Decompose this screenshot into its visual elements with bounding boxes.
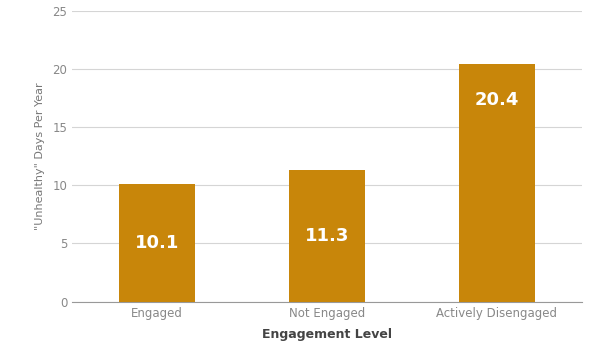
- X-axis label: Engagement Level: Engagement Level: [262, 328, 392, 341]
- Text: 10.1: 10.1: [135, 234, 179, 252]
- Text: 11.3: 11.3: [305, 227, 349, 245]
- Bar: [289, 170, 365, 302]
- Bar: [459, 64, 535, 302]
- Y-axis label: "Unhealthy" Days Per Year: "Unhealthy" Days Per Year: [35, 82, 46, 230]
- Text: 20.4: 20.4: [475, 91, 519, 109]
- Bar: [119, 184, 195, 302]
